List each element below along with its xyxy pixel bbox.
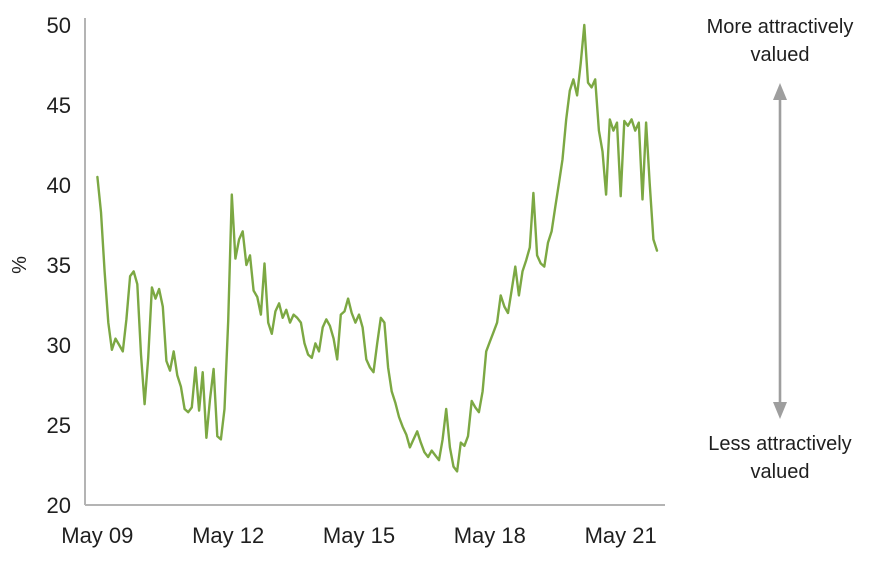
arrow-head-up — [773, 83, 787, 101]
line-chart: 20 25 30 35 40 45 50 May 09 May 12 May 15 May 18 Ma… — [9, 13, 665, 548]
y-tick-label: 45 — [47, 93, 71, 118]
chart-area: 20 25 30 35 40 45 50 May 09 May 12 May 15 May 18 Ma… — [9, 13, 665, 548]
y-tick-label: 20 — [47, 493, 71, 518]
y-tick-label: 50 — [47, 13, 71, 38]
annotation-less-attractive: Less attractively valued — [708, 433, 852, 483]
y-tick-label: 40 — [47, 173, 71, 198]
annotation-column: More attractively valued Less attractive… — [680, 0, 880, 572]
y-tick-label: 30 — [47, 333, 71, 358]
valuation-line-series — [96, 23, 659, 473]
x-tick-label: May 15 — [323, 523, 395, 548]
x-tick-label: May 18 — [454, 523, 526, 548]
y-axis-title: % — [9, 256, 31, 274]
y-tick-label: 25 — [47, 413, 71, 438]
double-headed-arrow-icon — [773, 83, 787, 420]
x-tick-label: May 09 — [61, 523, 133, 548]
y-tick-label: 35 — [47, 253, 71, 278]
arrow-head-down — [773, 402, 787, 420]
x-tick-label: May 21 — [585, 523, 657, 548]
x-tick-label: May 12 — [192, 523, 264, 548]
annotation-more-attractive: More attractively valued — [706, 16, 854, 66]
